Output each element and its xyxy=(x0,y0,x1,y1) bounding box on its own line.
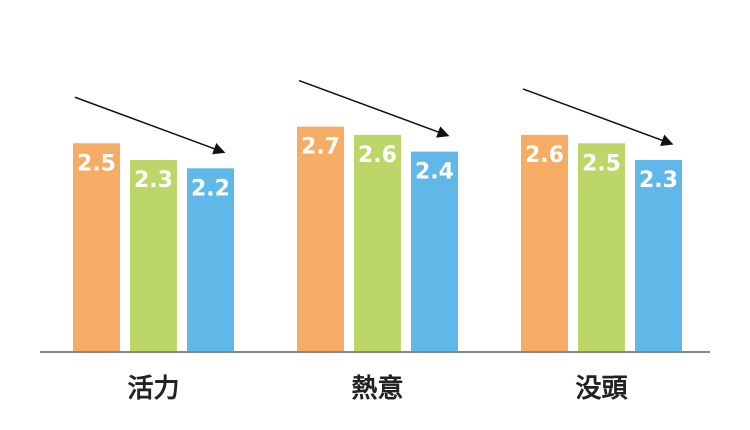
bars-layer xyxy=(73,126,682,352)
trend-arrow-2 xyxy=(522,88,674,146)
value-labels-layer: 2.5 2.3 2.2 2.7 2.6 2.4 2.6 2.5 2.3 xyxy=(77,135,678,202)
value-label-0-2: 2.2 xyxy=(191,176,230,201)
category-label-2: 没頭 xyxy=(575,374,628,404)
category-labels-layer: 活力 熱意 没頭 xyxy=(127,373,628,404)
bar-0-2 xyxy=(187,168,234,352)
category-label-1: 熱意 xyxy=(351,373,403,404)
bar-1-2 xyxy=(411,151,458,352)
value-label-2-0: 2.6 xyxy=(525,143,564,168)
value-label-2-2: 2.3 xyxy=(639,168,678,193)
value-label-2-1: 2.5 xyxy=(582,151,621,176)
bar-0-1 xyxy=(130,159,177,352)
category-label-0: 活力 xyxy=(127,374,179,404)
bar-0-0 xyxy=(73,143,120,352)
value-label-1-1: 2.6 xyxy=(358,143,397,168)
value-label-1-0: 2.7 xyxy=(301,135,340,160)
value-label-0-0: 2.5 xyxy=(77,151,116,176)
trend-arrows-layer xyxy=(74,79,674,155)
trend-arrow-0 xyxy=(74,96,226,155)
bar-2-1 xyxy=(578,143,625,352)
value-label-1-2: 2.4 xyxy=(415,160,454,185)
bar-1-1 xyxy=(354,134,401,352)
bar-2-2 xyxy=(635,159,682,352)
bar-2-0 xyxy=(521,134,568,352)
value-label-0-1: 2.3 xyxy=(134,168,173,193)
trend-arrow-1 xyxy=(298,79,450,138)
bar-1-0 xyxy=(297,126,344,352)
